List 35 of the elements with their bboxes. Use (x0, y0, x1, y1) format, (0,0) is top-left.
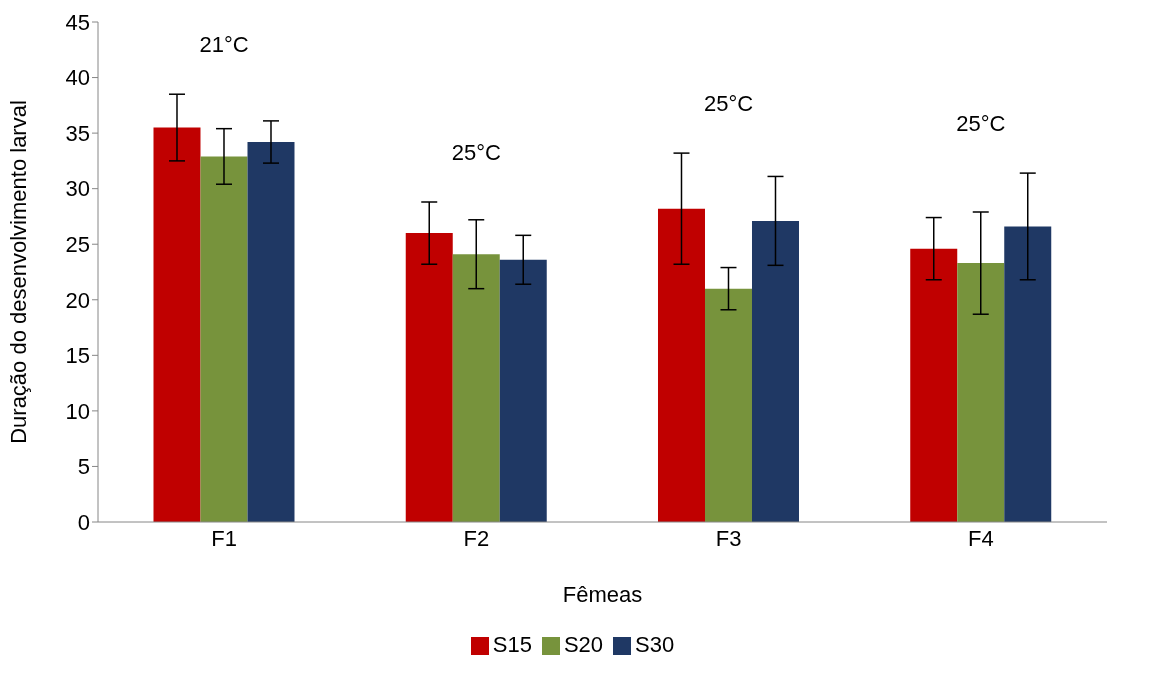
legend-label: S30 (635, 632, 675, 657)
x-tick-label: F2 (463, 525, 490, 551)
annotation: 25°C (451, 139, 502, 165)
bar (957, 263, 1005, 522)
x-tick-label: F1 (211, 525, 237, 551)
y-tick-label: 45 (65, 9, 90, 35)
bar (247, 142, 295, 522)
y-axis-title: Duração do desenvolvimento larval (5, 100, 31, 444)
annotation: 25°C (704, 90, 754, 116)
bar (658, 208, 705, 522)
x-tick-label: F3 (715, 525, 742, 551)
bar (200, 156, 248, 522)
bar (452, 254, 500, 522)
y-tick-label: 35 (65, 120, 90, 146)
annotation: 21°C (199, 32, 249, 58)
y-tick-label: 0 (77, 509, 90, 535)
bar (705, 288, 752, 522)
bar (153, 127, 201, 522)
y-tick-label: 5 (77, 454, 90, 480)
bar (499, 259, 547, 522)
y-tick-label: 25 (65, 232, 90, 258)
y-tick-label: 15 (65, 343, 90, 369)
y-tick-label: 30 (65, 176, 90, 202)
y-tick-label: 10 (65, 398, 90, 424)
legend-label: S20 (563, 632, 604, 657)
bar (405, 233, 453, 522)
bar (910, 248, 958, 522)
bar (752, 220, 799, 522)
bar (1004, 226, 1052, 522)
y-tick-label: 40 (65, 65, 90, 91)
legend-label: S15 (492, 632, 532, 657)
x-tick-label: F4 (968, 525, 994, 551)
y-tick-label: 20 (65, 287, 90, 313)
annotation: 25°C (956, 110, 1006, 136)
x-axis-title: Fêmeas (562, 582, 643, 607)
